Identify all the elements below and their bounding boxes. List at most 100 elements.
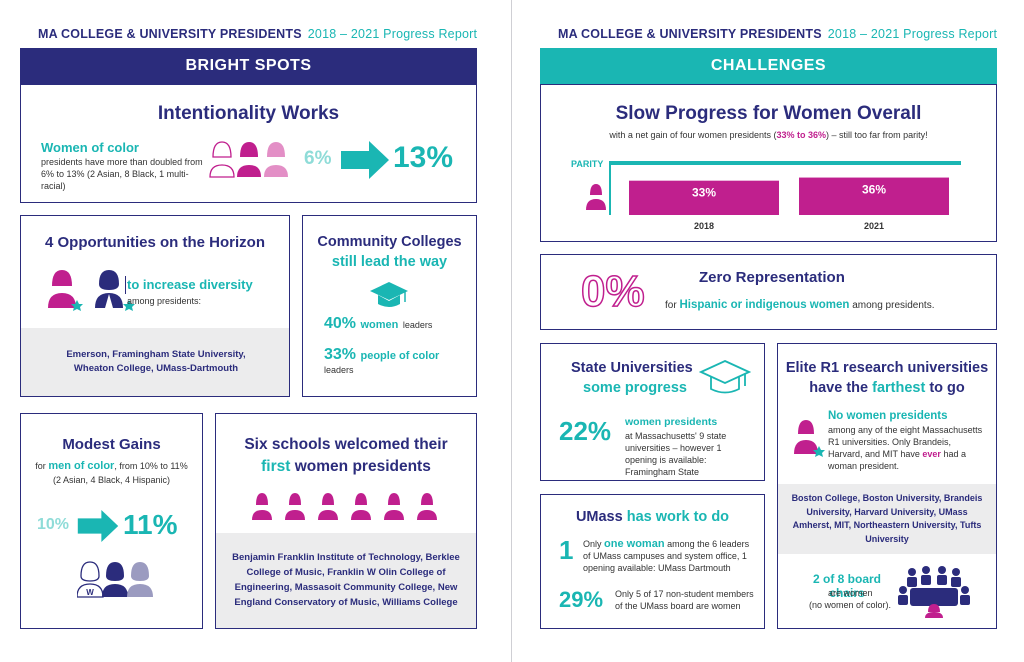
elite-body: among any of the eight Massachusetts R1 … — [828, 424, 984, 472]
x-tick-label-2018: 2018 — [694, 221, 714, 231]
opportunities-title: 4 Opportunities on the Horizon — [45, 234, 265, 251]
opportunities-card: 4 Opportunities on the Horizon to increa… — [20, 215, 290, 397]
to-value: 13% — [393, 141, 454, 174]
intentionality-title: Intentionality Works — [157, 103, 340, 124]
zero-body-post: among presidents. — [852, 300, 935, 311]
right-header-subtitle: 2018 – 2021 Progress Report — [827, 27, 998, 41]
bar-value-label-2021: 36% — [862, 183, 886, 197]
zero-body-highlight: Hispanic or indigenous women — [679, 299, 850, 311]
six-title-line-2: first women presidents — [216, 458, 476, 476]
graduation-cap-icon — [370, 282, 408, 307]
bar-2018 — [629, 180, 779, 215]
six-women-icons — [252, 493, 437, 520]
challenges-banner: CHALLENGES — [540, 48, 997, 84]
modest-from: 10% — [37, 516, 70, 533]
woman-icon — [586, 184, 606, 210]
six-schools-card: Six schools welcomed their first women p… — [215, 413, 477, 629]
opportunities-schools: Emerson, Framingham State University, Wh… — [66, 349, 246, 374]
elite-schools: Boston College, Boston University, Brand… — [791, 493, 983, 544]
intentionality-body: presidents have more than doubled from 6… — [41, 157, 203, 191]
from-value: 6% — [304, 148, 332, 169]
cursor-line — [125, 276, 126, 294]
six-schools-list: Benjamin Franklin Institute of Technolog… — [232, 552, 460, 608]
umass-stat-1: Only one woman among the 6 leaders of UM… — [583, 538, 751, 574]
umass-stat-1-body: among the 6 leaders of UMass campuses an… — [583, 539, 750, 573]
slow-progress-card: Slow Progress for Women Overall with a n… — [540, 84, 997, 242]
elite-subtitle: have the farthest to go — [778, 380, 996, 396]
page-divider — [511, 0, 512, 662]
zero-representation-card: 0% Zero Representation for Hispanic or i… — [540, 254, 997, 330]
modest-gains-card: Modest Gains for men of color, from 10% … — [20, 413, 203, 629]
umass-title-pre: UMass — [575, 509, 623, 525]
community-title: Community Colleges — [317, 234, 462, 250]
six-title-line-1: Six schools welcomed their — [244, 436, 448, 453]
board-chairs-note: (no women of color). — [808, 600, 892, 610]
board-chairs-highlight: 2 of 8 board chairs — [812, 572, 881, 600]
x-tick-label-2021: 2021 — [864, 221, 884, 231]
increase-diversity-label: to increase diversity — [127, 277, 253, 292]
women-of-color-icons — [209, 141, 288, 178]
umass-stat-1-pre: Only — [583, 539, 602, 549]
women-icons — [209, 137, 289, 179]
opportunities-body: among presidents: — [127, 296, 202, 306]
modest-line-1-pre: for — [35, 461, 46, 471]
modest-to: 11% — [123, 509, 178, 540]
modest-arrow-right-icon — [77, 510, 119, 542]
state-body: at Massachusetts' 9 state universities –… — [625, 431, 727, 477]
slow-subtitle: with a net gain of four women presidents… — [541, 130, 996, 140]
community-subtitle: still lead the way — [331, 254, 448, 270]
women-of-color-label: Women of color — [41, 140, 139, 155]
community-stat-1-value: 40% — [324, 315, 357, 332]
intentionality-card: Intentionality Works Women of color pres… — [20, 84, 477, 203]
elite-body-pre: among any of the eight Massachusetts R1 … — [828, 425, 983, 459]
right-header: MA COLLEGE & UNIVERSITY PRESIDENTS 2018 –… — [558, 27, 997, 41]
elite-body-post: had a woman president. — [828, 449, 966, 471]
bar-value-label-2018: 33% — [692, 186, 716, 200]
left-header-subtitle: 2018 – 2021 Progress Report — [307, 27, 478, 41]
six-schools-panel: Benjamin Franklin Institute of Technolog… — [216, 533, 476, 628]
zero-title: Zero Representation — [699, 269, 845, 286]
modest-line-1: for men of color, from 10% to 11% — [21, 460, 202, 472]
community-stat-2-value: 33% — [324, 346, 357, 363]
umass-stat-1-highlight: one woman — [604, 538, 665, 550]
slow-subtitle-post: ) – still too far from parity! — [826, 130, 928, 140]
parity-label: PARITY — [571, 159, 604, 169]
elite-r1-card: Elite R1 research universities have the … — [777, 343, 997, 629]
state-title: State Universities — [571, 360, 693, 376]
women-presidents-bar-chart: 33% 2018 36% 2021 — [609, 161, 961, 231]
slow-subtitle-highlight: 33% to 36% — [776, 130, 827, 140]
right-header-title: MA COLLEGE & UNIVERSITY PRESIDENTS — [558, 27, 822, 41]
board-chairs-post: are women — [828, 588, 873, 598]
zero-percent: 0% — [580, 266, 645, 317]
umass-stat-2-body: Only 5 of 17 non-student members of the … — [615, 589, 754, 611]
parity-line — [609, 161, 961, 165]
men-of-color-label: men of color — [48, 460, 115, 472]
w-icon-letter: W — [86, 588, 94, 597]
umass-title: UMass has work to do — [541, 509, 764, 525]
umass-card: UMass has work to do 1 Only one woman am… — [540, 494, 765, 629]
boardroom-icon — [898, 566, 970, 618]
woman-star-icon — [794, 420, 825, 457]
slow-title: Slow Progress for Women Overall — [615, 103, 922, 124]
community-stat-2-label: people of color — [360, 350, 440, 362]
elite-subtitle-pre: have the — [809, 380, 869, 396]
men-icons: W — [77, 561, 153, 598]
six-title-rest: women presidents — [294, 458, 431, 475]
modest-title: Modest Gains — [62, 436, 161, 453]
community-colleges-card: Community Colleges still lead the way 40… — [302, 215, 477, 397]
modest-line-2: (2 Asian, 4 Black, 4 Hispanic) — [52, 475, 171, 485]
left-header-title: MA COLLEGE & UNIVERSITY PRESIDENTS — [38, 27, 302, 41]
slow-subtitle-pre: with a net gain of four women presidents… — [609, 130, 777, 140]
umass-stat-2-value: 29% — [559, 587, 604, 612]
elite-highlight: No women presidents — [828, 410, 948, 422]
elite-schools-panel: Boston College, Boston University, Brand… — [778, 484, 996, 554]
community-stat-1-rest: leaders — [402, 320, 433, 330]
elite-subtitle-post: to go — [929, 380, 965, 396]
arrow-right-icon — [341, 141, 389, 179]
state-value: 22% — [559, 416, 612, 446]
diverse-people-icon — [48, 270, 135, 311]
opportunities-schools-panel: Emerson, Framingham State University, Wh… — [21, 328, 289, 396]
elite-subtitle-highlight: farthest — [872, 380, 926, 396]
community-stat-1: 40% women leaders — [324, 315, 432, 333]
zero-body: for Hispanic or indigenous women among p… — [665, 299, 934, 311]
